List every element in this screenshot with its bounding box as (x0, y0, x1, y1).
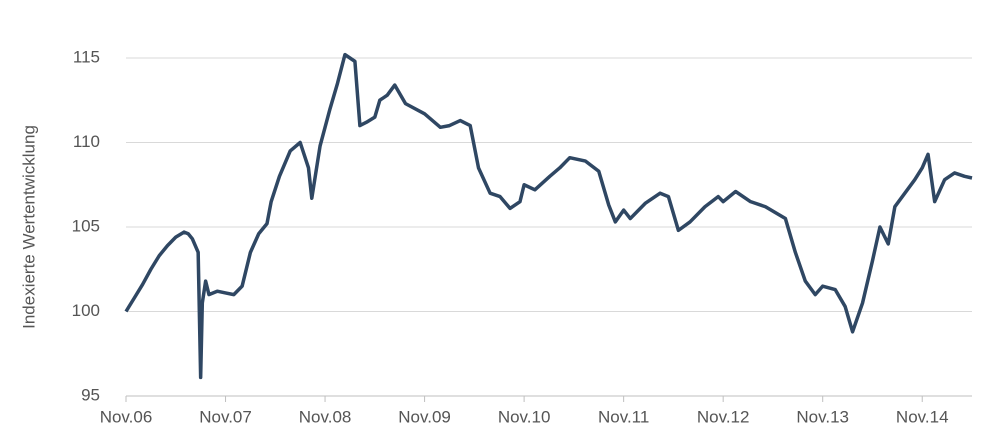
x-tick-label: Nov.06 (100, 407, 153, 426)
y-tick-label: 95 (81, 385, 100, 404)
x-tick-label: Nov.11 (598, 407, 649, 426)
y-tick-label: 105 (72, 216, 100, 235)
y-axis-label: Indexierte Wertentwicklung (19, 125, 38, 329)
x-tick-label: Nov.12 (697, 407, 750, 426)
y-tick-label: 110 (73, 132, 100, 151)
y-tick-label: 115 (73, 47, 100, 66)
x-tick-label: Nov.10 (498, 407, 551, 426)
y-tick-label: 100 (72, 301, 100, 320)
x-tick-label: Nov.14 (896, 407, 949, 426)
x-tick-label: Nov.07 (199, 407, 252, 426)
x-tick-label: Nov.09 (398, 407, 451, 426)
data-line (124, 52, 973, 380)
x-tick-label: Nov.08 (299, 407, 352, 426)
x-tick-label: Nov.13 (796, 407, 849, 426)
